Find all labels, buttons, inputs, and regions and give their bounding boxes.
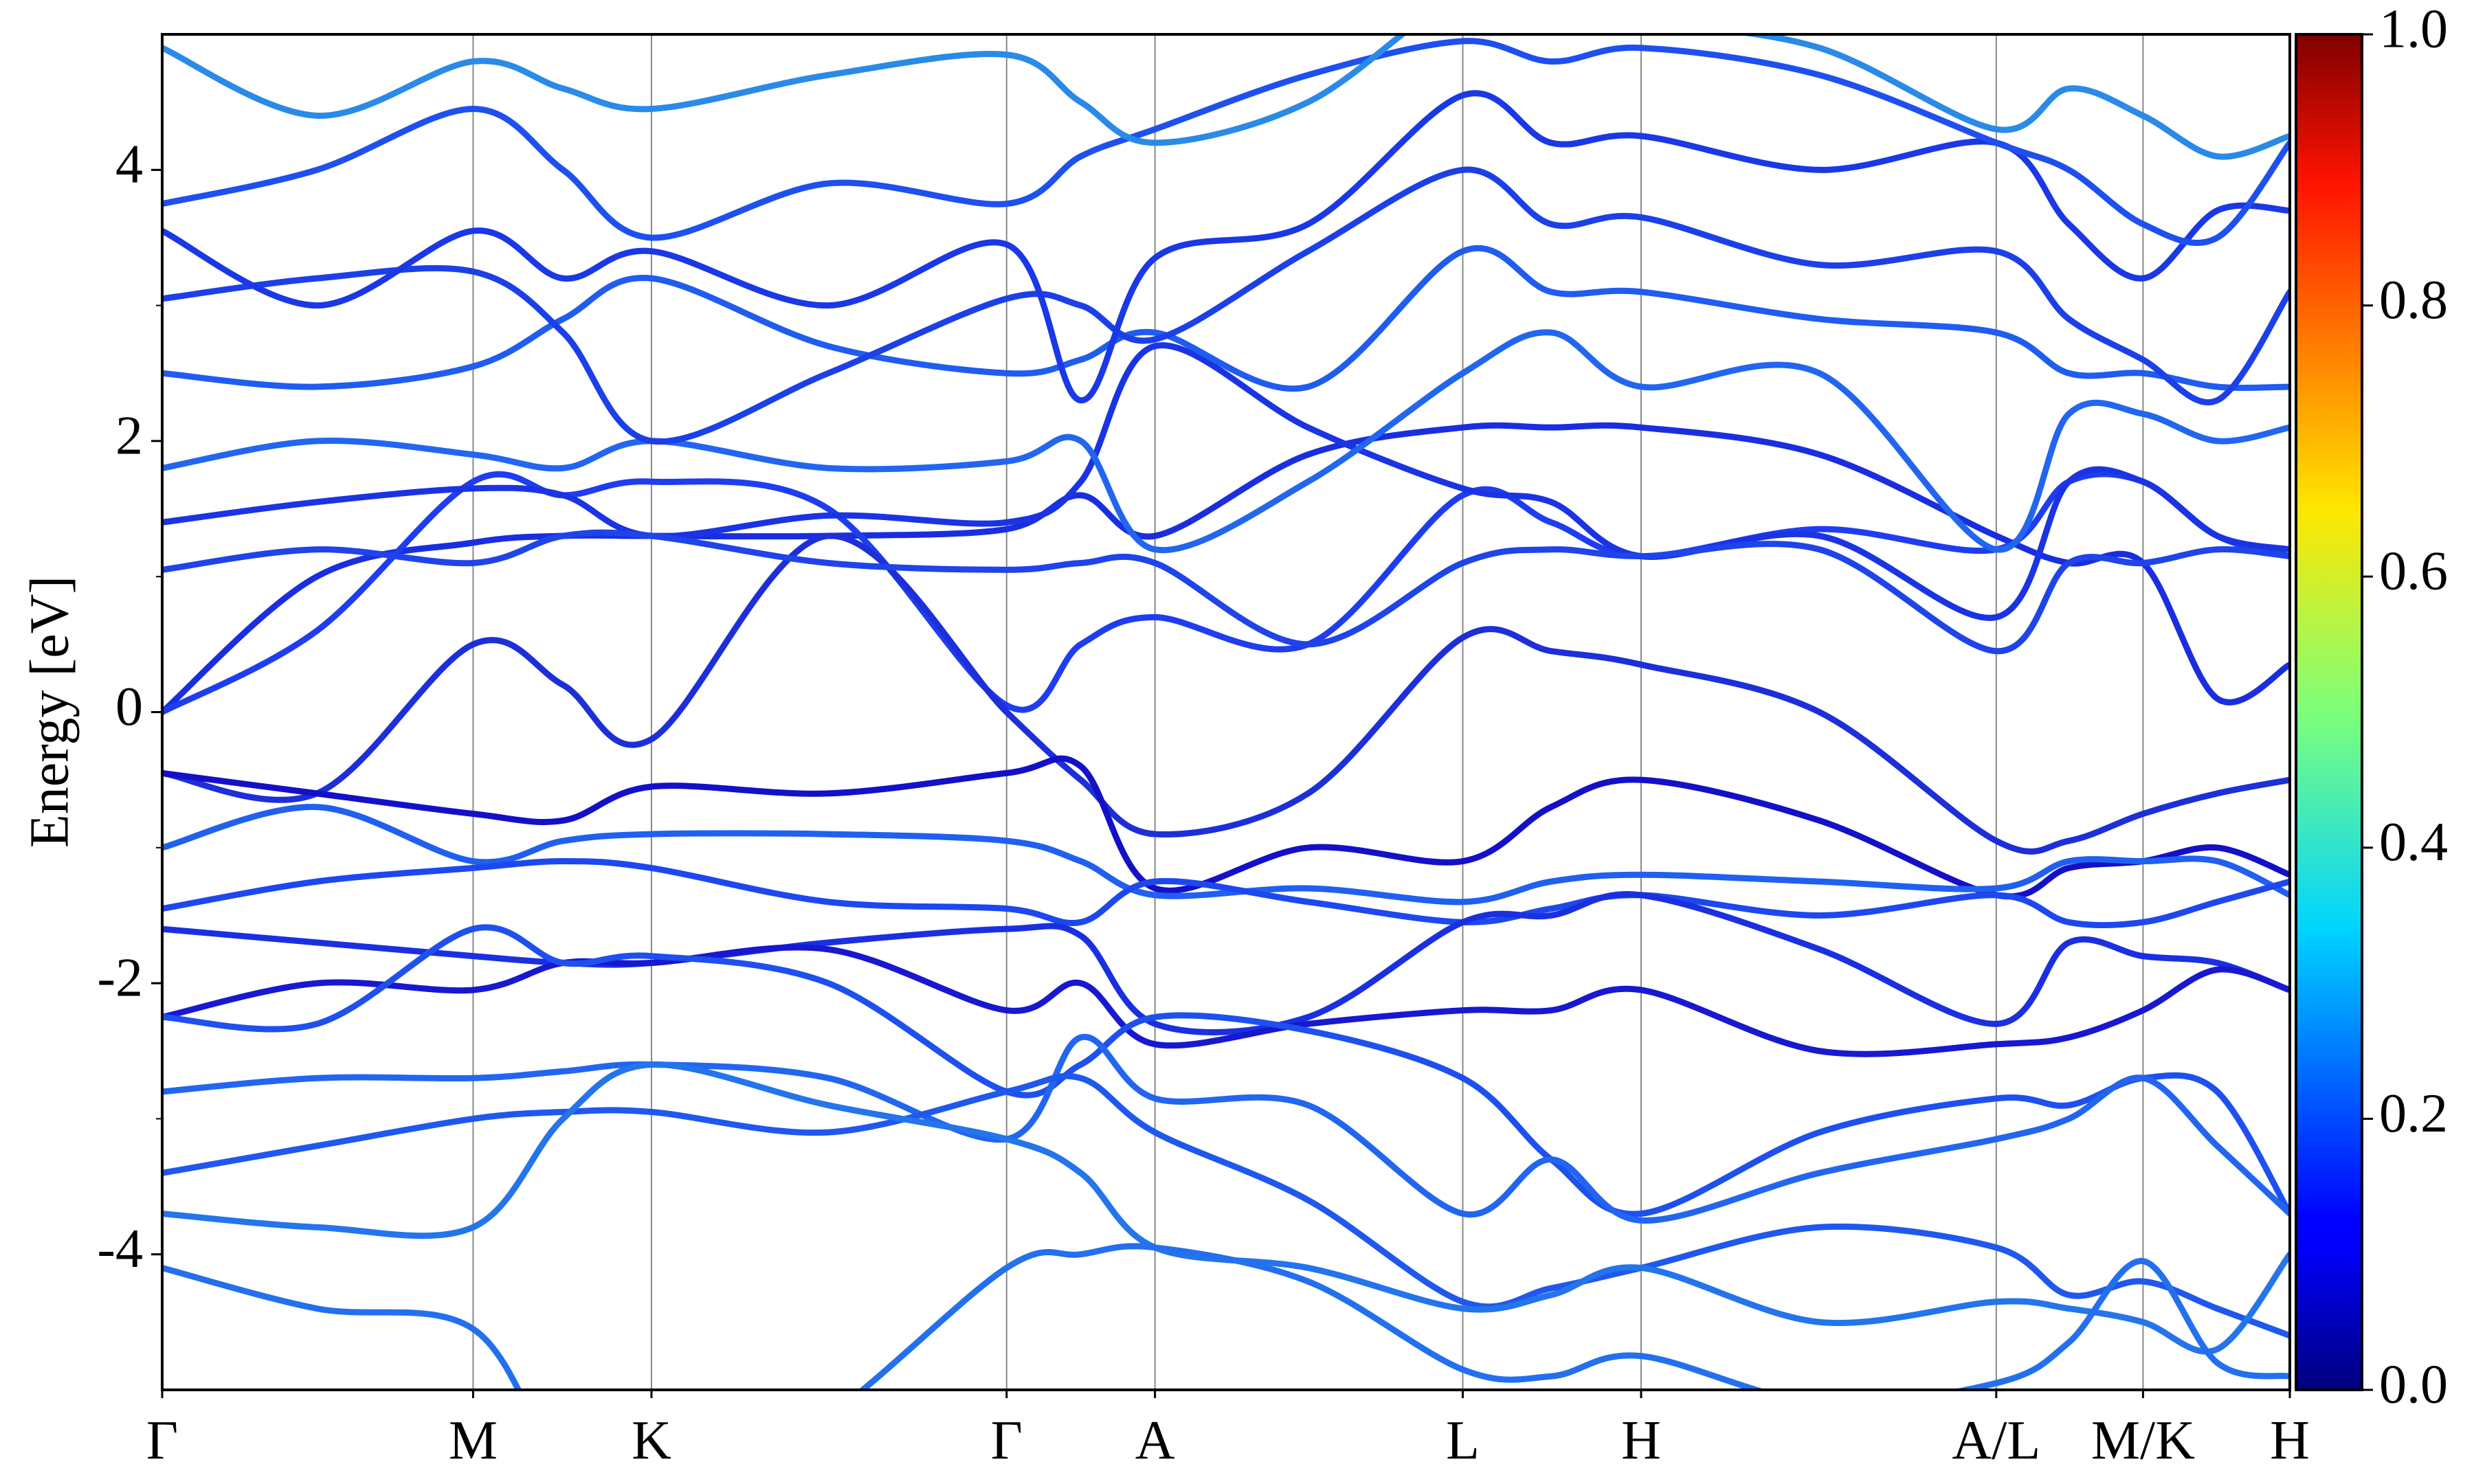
band-line xyxy=(162,38,2290,247)
x-tick-label: M xyxy=(449,1410,498,1471)
x-tick-label: A xyxy=(1135,1410,1175,1471)
colorbar-tick-label: 0.2 xyxy=(2379,1083,2448,1144)
band-line xyxy=(162,90,2290,404)
band-line xyxy=(162,858,2290,929)
colorbar-tick-label: 0.4 xyxy=(2379,812,2448,873)
band-line xyxy=(162,1072,2290,1339)
band-line xyxy=(162,166,2290,445)
x-tick-label: Γ xyxy=(991,1410,1023,1471)
band-line xyxy=(162,532,2290,855)
colorbar-tick-label: 0.0 xyxy=(2379,1354,2448,1415)
y-tick-label: -2 xyxy=(97,947,143,1008)
band-line xyxy=(162,329,2290,554)
y-tick-label: 2 xyxy=(115,405,143,466)
y-tick-label: 4 xyxy=(115,135,143,195)
y-axis-label: Energy [eV] xyxy=(19,576,80,848)
band-line xyxy=(162,1243,2290,1390)
band-line xyxy=(162,944,2290,1057)
y-tick-label: -4 xyxy=(97,1219,143,1279)
band-line xyxy=(162,422,2290,715)
colorbar-tick-label: 0.8 xyxy=(2379,270,2448,330)
x-tick-label: Γ xyxy=(146,1410,178,1471)
band-line xyxy=(162,529,2290,655)
band-line xyxy=(162,342,2290,621)
x-tick-label: K xyxy=(632,1410,671,1471)
band-line xyxy=(162,245,2290,392)
ticks: Γ M K Γ A L H A/L M/K H -4 -2 0 2 4 0.0 0.2 0.4 0.6 0.8 1.0 xyxy=(97,0,2448,1471)
colorbar xyxy=(2295,33,2363,1391)
x-tick-label: H xyxy=(1621,1410,1661,1471)
band-line xyxy=(162,924,2290,1217)
colorbar-tick-label: 1.0 xyxy=(2379,0,2448,59)
band-line xyxy=(162,1033,2290,1224)
bands xyxy=(162,34,2290,1390)
band-line xyxy=(162,34,2290,160)
band-line xyxy=(162,804,2290,906)
x-tick-label: L xyxy=(1446,1410,1480,1471)
x-tick-label: H xyxy=(2270,1410,2310,1471)
band-line xyxy=(162,471,2290,715)
x-tick-label: M/K xyxy=(2091,1410,2195,1471)
colorbar-tick-label: 0.6 xyxy=(2379,541,2448,602)
band-line xyxy=(162,1061,2290,1355)
y-tick-label: 0 xyxy=(115,677,143,737)
band-line xyxy=(162,891,2290,1035)
band-line xyxy=(162,755,2290,900)
x-tick-label: A/L xyxy=(1952,1410,2040,1471)
